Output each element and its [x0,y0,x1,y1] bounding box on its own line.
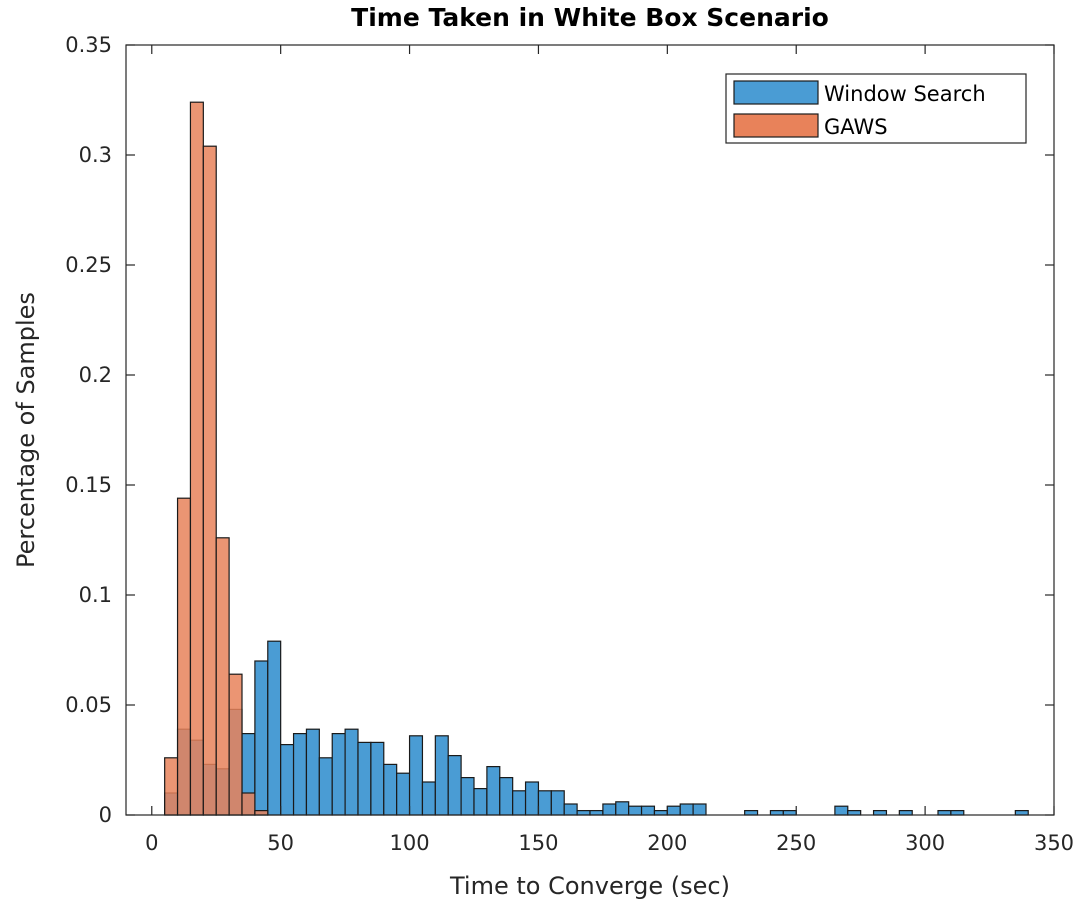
gaws-bar [202,145,217,816]
window-search-bar [576,809,591,816]
y-axis-title: Percentage of Samples [12,292,40,568]
gaws-bar [241,792,256,816]
window-search-bar [1014,809,1029,816]
window-search-bar [383,763,398,816]
window-search-bar [486,765,501,816]
window-search-bar [357,741,372,816]
x-axis-ticks: 0 50 100 150 200 250 300 350 [145,45,1074,855]
window-search-bar [563,803,578,816]
x-tick-label: 200 [647,831,687,855]
gaws-bar [164,757,179,816]
y-tick-label: 0.05 [65,693,112,717]
axes [125,44,1055,816]
gaws-bar [176,497,192,816]
x-tick-label: 250 [776,831,816,855]
window-search-bar [937,809,952,816]
window-search-bar [537,790,552,816]
gaws-bar [215,537,230,816]
window-search-bar [254,660,269,816]
window-search-bar [872,809,888,816]
x-axis-title: Time to Converge (sec) [449,872,730,900]
x-tick-label: 100 [390,831,430,855]
legend-label-window-search: Window Search [824,82,986,106]
x-tick-label: 50 [267,831,294,855]
window-search-bar [782,809,797,816]
window-search-bar [602,803,617,816]
window-search-bar [679,803,694,816]
window-search-bar [267,640,282,816]
chart-title: Time Taken in White Box Scenario [351,3,829,32]
y-tick-label: 0.35 [65,33,112,57]
y-tick-label: 0 [99,803,112,827]
window-search-bar [550,790,565,816]
window-search-bar [370,741,385,816]
window-search-bar [628,805,643,816]
legend-swatch-window-search [733,80,819,105]
y-tick-label: 0.3 [79,143,112,167]
window-search-bar [318,757,333,816]
window-search-bar [473,787,488,816]
window-search-bar [447,754,462,816]
window-search-bar [666,805,681,816]
window-search-bar [460,776,475,816]
window-search-bar [640,805,656,816]
gaws-bars [164,101,269,816]
window-search-bar [769,809,784,816]
window-search-bar [692,803,707,816]
x-tick-label: 150 [518,831,558,855]
window-search-bar [331,732,346,816]
window-search-bars [164,640,1029,816]
y-tick-label: 0.25 [65,253,112,277]
plot-frame [125,44,1055,816]
legend: Window Search GAWS [725,73,1027,144]
window-search-bar [512,790,527,816]
window-search-bar [292,732,308,816]
window-search-bar [408,735,424,816]
legend-label-gaws: GAWS [824,115,888,139]
window-search-bar [280,743,295,816]
y-axis-ticks: 0 0.05 0.1 0.15 0.2 0.25 0.3 0.35 [65,33,1054,827]
y-tick-label: 0.1 [79,583,112,607]
window-search-bar [305,728,320,816]
gaws-bar [189,101,204,816]
window-search-bar [834,805,849,816]
gaws-bar [228,673,243,816]
window-search-bar [396,772,411,816]
window-search-bar [524,781,540,816]
x-tick-label: 350 [1034,831,1074,855]
gaws-bar [254,809,269,816]
y-tick-label: 0.2 [79,363,112,387]
y-tick-label: 0.15 [65,473,112,497]
window-search-bar [589,809,604,816]
window-search-bar [653,809,668,816]
window-search-bar [499,776,514,816]
x-tick-label: 300 [905,831,945,855]
window-search-bar [615,801,630,816]
window-search-bar [434,735,449,816]
window-search-bar [847,809,862,816]
x-tick-label: 0 [145,831,158,855]
window-search-bar [421,781,436,816]
window-search-bar [898,809,913,816]
window-search-bar [744,809,759,816]
legend-swatch-gaws [733,113,819,138]
window-search-bar [344,728,359,816]
window-search-bar [950,809,965,816]
